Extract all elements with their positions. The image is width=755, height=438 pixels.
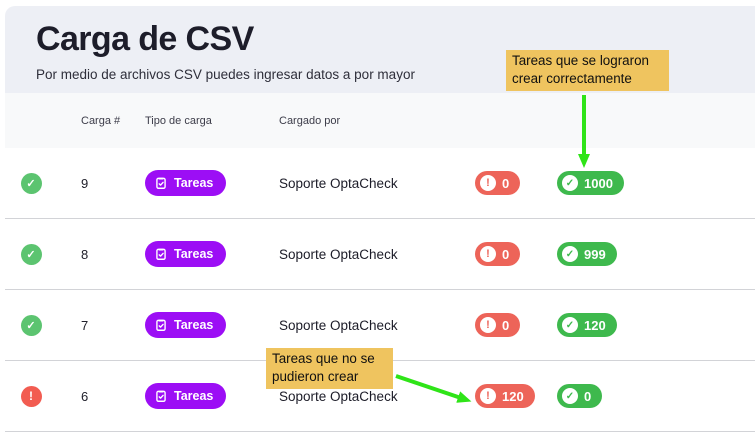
error-count: 0 [502,317,510,333]
error-count-cell: ! 0 [461,242,546,266]
success-count-cell: ✓ 120 [546,313,755,337]
check-glyph: ✓ [26,248,36,261]
error-count: 120 [502,388,524,404]
table-row[interactable]: ✓ 9 Tareas Soporte OptaCheck ! 0 ✓ 1000 [5,148,755,219]
error-count-badge: ! 120 [475,384,535,408]
load-type-badge: Tareas [145,383,227,409]
tasks-clipboard-icon [156,319,166,331]
error-count-badge: ! 0 [475,313,521,337]
error-count-badge: ! 0 [475,242,521,266]
exclamation-icon: ! [480,317,496,333]
error-count-cell: ! 120 [461,384,546,408]
error-count-badge: ! 0 [475,171,521,195]
check-icon: ✓ [562,388,578,404]
success-count-badge: ✓ 120 [557,313,617,337]
success-count-badge: ✓ 0 [557,384,603,408]
success-count: 1000 [584,175,613,191]
check-icon: ✓ [562,246,578,262]
success-count-cell: ✓ 0 [546,384,755,408]
page-subtitle: Por medio de archivos CSV puedes ingresa… [36,67,415,82]
load-type-cell: Tareas [131,170,271,196]
carga-number: 8 [81,246,89,262]
success-count: 0 [584,388,592,404]
exclamation-glyph: ! [29,389,33,403]
success-count-cell: ✓ 1000 [546,171,755,195]
success-count-badge: ✓ 1000 [557,171,624,195]
status-cell: ✓ [5,172,57,194]
carga-number: 7 [81,317,89,333]
load-type-badge: Tareas [145,312,227,338]
exclamation-icon: ! [480,175,496,191]
status-success-icon: ✓ [20,314,42,336]
annotation-success-callout: Tareas que se lograron crear correctamen… [506,50,669,91]
error-count-cell: ! 0 [461,171,546,195]
load-type-label: Tareas [174,247,214,261]
carga-number: 9 [81,175,89,191]
col-header-tipo: Tipo de carga [145,114,212,127]
status-cell: ! [5,385,57,407]
check-glyph: ✓ [26,177,36,190]
uploaded-by: Soporte OptaCheck [279,317,398,333]
status-error-icon: ! [20,385,42,407]
success-count: 999 [584,246,606,262]
load-type-label: Tareas [174,318,214,332]
load-type-cell: Tareas [131,383,271,409]
load-type-label: Tareas [174,389,214,403]
tasks-clipboard-icon [156,248,166,260]
exclamation-icon: ! [480,388,496,404]
status-success-icon: ✓ [20,172,42,194]
table-row[interactable]: ✓ 7 Tareas Soporte OptaCheck ! 0 ✓ 120 [5,290,755,361]
tasks-clipboard-icon [156,177,166,189]
uploaded-by: Soporte OptaCheck [279,246,398,262]
col-header-carga: Carga # [81,114,121,127]
col-header-cargado: Cargado por [279,114,341,127]
table-row[interactable]: ✓ 8 Tareas Soporte OptaCheck ! 0 ✓ 999 [5,219,755,290]
uploaded-by: Soporte OptaCheck [279,388,398,404]
page-header: Carga de CSV Por medio de archivos CSV p… [5,6,755,93]
success-count: 120 [584,317,606,333]
load-type-badge: Tareas [145,241,227,267]
status-success-icon: ✓ [20,243,42,265]
success-count-badge: ✓ 999 [557,242,617,266]
error-count: 0 [502,175,510,191]
load-type-badge: Tareas [145,170,227,196]
load-type-cell: Tareas [131,241,271,267]
load-type-cell: Tareas [131,312,271,338]
status-cell: ✓ [5,314,57,336]
error-count: 0 [502,246,510,262]
error-count-cell: ! 0 [461,313,546,337]
tasks-clipboard-icon [156,390,166,402]
table-body: ✓ 9 Tareas Soporte OptaCheck ! 0 ✓ 1000 ✓ [5,148,755,432]
carga-number: 6 [81,388,89,404]
uploaded-by: Soporte OptaCheck [279,175,398,191]
check-icon: ✓ [562,317,578,333]
table-header-row: Carga # Tipo de carga Cargado por [5,93,755,148]
exclamation-icon: ! [480,246,496,262]
load-type-label: Tareas [174,176,214,190]
success-count-cell: ✓ 999 [546,242,755,266]
check-icon: ✓ [562,175,578,191]
annotation-error-callout: Tareas que no se pudieron crear [266,348,393,389]
status-cell: ✓ [5,243,57,265]
page-title: Carga de CSV [36,20,254,58]
check-glyph: ✓ [26,319,36,332]
